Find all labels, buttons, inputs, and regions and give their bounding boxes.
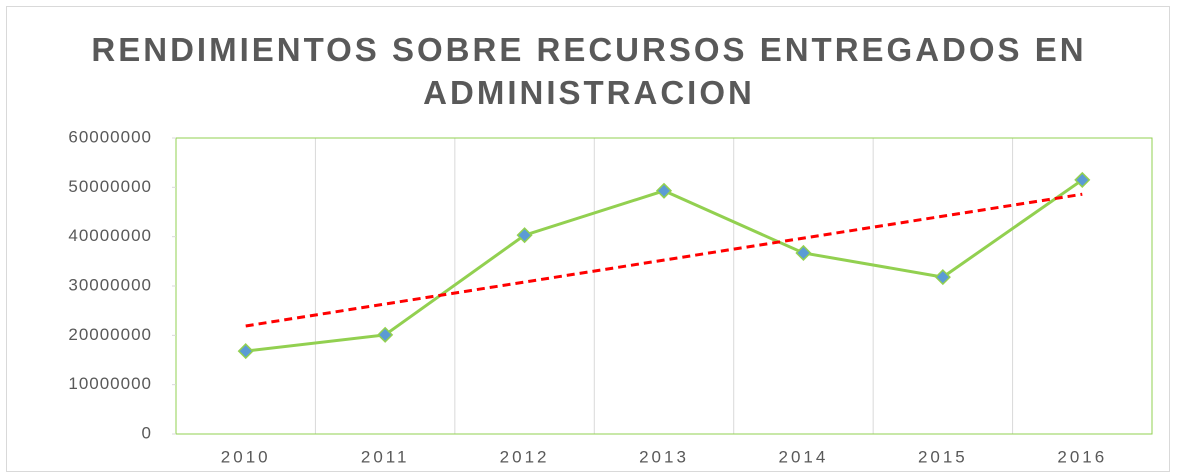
x-tick-label: 2014 xyxy=(779,447,829,466)
plot-area xyxy=(175,137,1153,435)
marker xyxy=(516,227,533,244)
x-tick-label: 2012 xyxy=(500,447,550,466)
marker xyxy=(655,182,673,199)
trendline xyxy=(245,192,1083,328)
x-tick-label: 2016 xyxy=(1057,447,1107,466)
marker xyxy=(795,244,812,262)
y-tick-label: 50000000 xyxy=(68,177,152,196)
marker xyxy=(377,326,394,343)
x-tick-label: 2015 xyxy=(918,447,968,466)
marker xyxy=(934,269,951,286)
y-tick-label: 40000000 xyxy=(68,226,152,245)
chart-title: RENDIMIENTOS SOBRE RECURSOS ENTREGADOS E… xyxy=(91,31,1087,111)
y-tick-label: 60000000 xyxy=(68,127,152,146)
chart-frame xyxy=(6,6,1170,472)
marker xyxy=(1074,171,1091,188)
y-tick-label: 30000000 xyxy=(68,275,152,294)
marker xyxy=(237,343,254,360)
series-line xyxy=(245,178,1084,353)
x-tick-label: 2010 xyxy=(221,447,271,466)
y-tick-label: 0 xyxy=(142,423,152,442)
x-tick-label: 2013 xyxy=(639,447,689,466)
y-tick-label: 10000000 xyxy=(68,374,152,393)
y-tick-label: 20000000 xyxy=(68,325,152,344)
x-tick-label: 2011 xyxy=(361,447,410,466)
